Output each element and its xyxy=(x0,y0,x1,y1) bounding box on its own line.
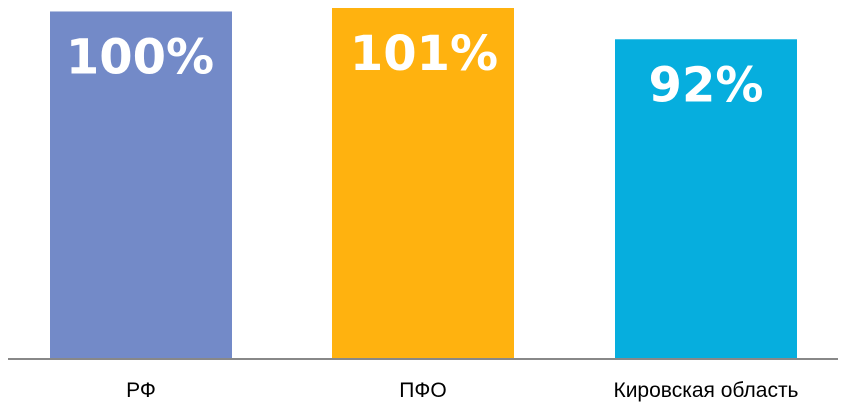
data-labels-group: 100% 101% 92% xyxy=(66,26,764,113)
bar-3 xyxy=(615,39,797,360)
category-label-3: Кировская область xyxy=(613,379,798,402)
bar-1 xyxy=(50,11,232,359)
category-label-1: РФ xyxy=(126,379,156,402)
data-label-1: 100% xyxy=(66,29,214,85)
bar-2 xyxy=(332,8,514,359)
category-labels-group: РФ ПФО Кировская область xyxy=(126,379,798,402)
data-label-3: 92% xyxy=(649,57,764,113)
category-label-2: ПФО xyxy=(399,379,446,402)
bars-group xyxy=(50,8,797,360)
data-label-2: 101% xyxy=(350,26,498,82)
